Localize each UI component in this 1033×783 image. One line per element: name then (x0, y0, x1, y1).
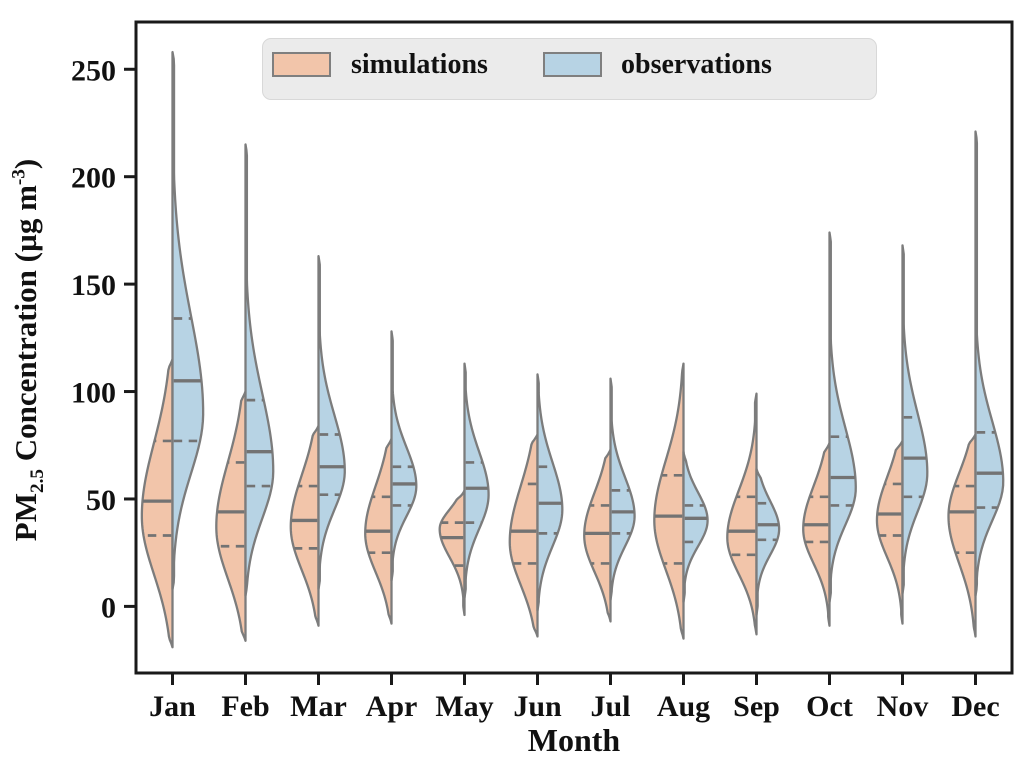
violin-jan-observations (171, 50, 205, 591)
legend: simulations observations (262, 38, 877, 100)
violin-aug-simulations (653, 362, 685, 640)
x-tick-label-oct: Oct (806, 690, 853, 723)
violin-nov-observations (901, 244, 929, 595)
violin-jun-simulations (508, 433, 539, 638)
violin-dec-simulations (947, 433, 977, 638)
legend-label-observations: observations (621, 49, 772, 80)
x-tick-label-jun: Jun (513, 690, 562, 723)
y-axis-title-suffix: ) (8, 158, 43, 170)
x-tick-label-jan: Jan (149, 690, 196, 723)
violin-mar-observations (317, 255, 346, 591)
violin-oct-simulations (802, 441, 831, 627)
violin-jul-observations (609, 377, 636, 602)
x-tick-label-feb: Feb (221, 690, 269, 723)
legend-swatch-observations (543, 52, 602, 77)
x-tick-label-nov: Nov (877, 690, 929, 723)
x-tick-label-mar: Mar (290, 690, 347, 723)
y-axis-title-mid: Concentration (µg m (8, 185, 43, 470)
violin-sep-observations (755, 467, 781, 617)
violin-may-observations (463, 362, 490, 599)
x-tick-label-apr: Apr (366, 690, 418, 723)
legend-swatch-simulations (272, 52, 331, 77)
violin-jun-observations (536, 373, 564, 612)
violin-feb-simulations (215, 390, 247, 642)
x-tick-label-may: May (435, 690, 493, 723)
violin-apr-observations (390, 330, 418, 582)
violin-feb-observations (244, 143, 275, 597)
y-axis-title-subscript: 2.5 (27, 469, 49, 494)
y-tick-label-250: 250 (71, 54, 116, 87)
y-axis-title-prefix: PM (8, 493, 43, 542)
violin-oct-observations (828, 231, 857, 604)
y-axis-title: PM2.5 Concentration (µg m-3) (8, 50, 52, 650)
violin-sep-simulations (726, 392, 758, 636)
violin-nov-simulations (875, 439, 904, 625)
y-tick-label-100: 100 (71, 377, 116, 410)
x-tick-label-jul: Jul (590, 690, 630, 723)
violin-mar-simulations (289, 424, 320, 627)
x-axis-title: Month (527, 722, 621, 758)
x-tick-label-dec: Dec (951, 690, 999, 723)
y-tick-label-200: 200 (71, 162, 116, 195)
plot-frame (134, 20, 1014, 675)
violin-dec-observations (974, 130, 1005, 597)
y-tick-label-50: 50 (86, 484, 116, 517)
violin-may-simulations (438, 489, 466, 617)
legend-label-simulations: simulations (351, 49, 488, 80)
violin-jan-simulations (140, 358, 174, 649)
y-axis-title-superscript: -3 (8, 169, 30, 186)
violin-aug-observations (682, 450, 709, 604)
y-tick-label-150: 150 (71, 269, 116, 302)
y-tick-label-0: 0 (101, 591, 116, 624)
violin-jul-simulations (583, 448, 612, 623)
x-tick-label-sep: Sep (733, 690, 780, 723)
x-tick-label-aug: Aug (657, 690, 710, 723)
